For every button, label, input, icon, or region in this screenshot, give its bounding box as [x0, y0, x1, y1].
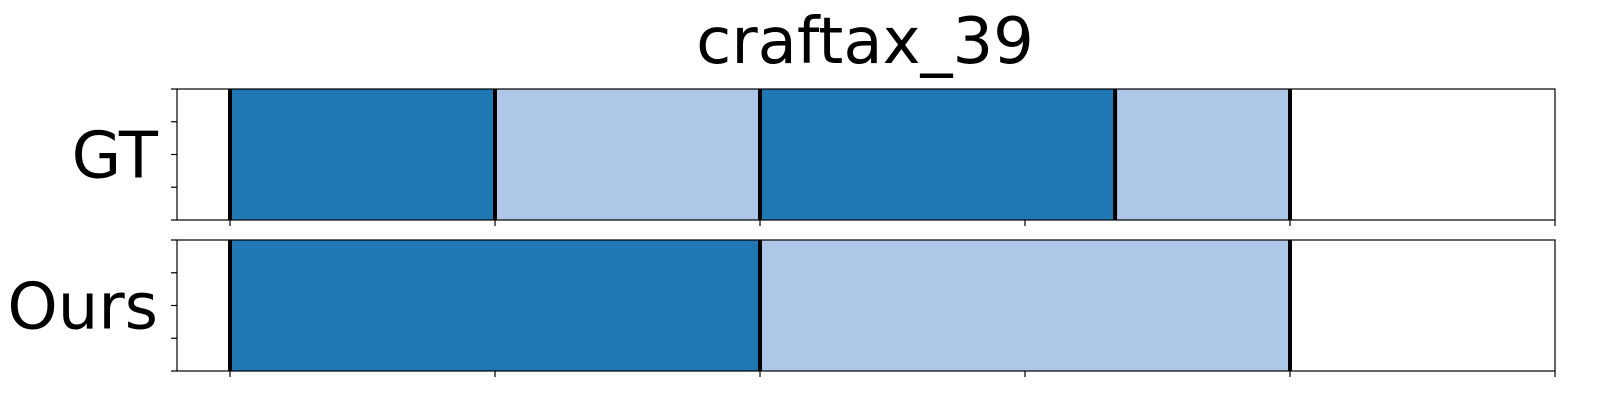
row-label-ours: Ours — [7, 271, 158, 345]
chart-title: craftax_39 — [696, 5, 1034, 79]
segment-ours-1 — [760, 240, 1290, 371]
segment-gt-1 — [495, 89, 760, 220]
row-label-gt: GT — [72, 120, 159, 194]
segment-ours-0 — [230, 240, 760, 371]
segment-gt-3 — [1115, 89, 1290, 220]
segment-gt-0 — [230, 89, 495, 220]
segment-gt-2 — [760, 89, 1116, 220]
